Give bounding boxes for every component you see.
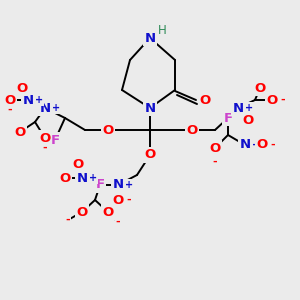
Text: N: N xyxy=(76,172,88,184)
Text: -: - xyxy=(127,195,131,205)
Text: O: O xyxy=(200,94,211,106)
Text: -: - xyxy=(43,143,47,153)
Text: O: O xyxy=(72,158,84,172)
Text: -: - xyxy=(8,105,12,115)
Text: H: H xyxy=(158,23,166,37)
Text: -: - xyxy=(213,157,217,167)
Text: O: O xyxy=(16,82,28,94)
Text: O: O xyxy=(4,94,16,106)
Text: F: F xyxy=(95,178,105,191)
Text: O: O xyxy=(266,94,278,106)
Text: O: O xyxy=(242,113,253,127)
Text: N: N xyxy=(144,101,156,115)
Text: F: F xyxy=(224,112,232,124)
Text: N: N xyxy=(232,101,244,115)
Text: O: O xyxy=(102,124,114,136)
Text: O: O xyxy=(256,139,268,152)
Text: -: - xyxy=(271,140,275,150)
Text: -: - xyxy=(116,217,120,227)
Text: O: O xyxy=(144,148,156,161)
Text: N: N xyxy=(39,101,51,115)
Text: N: N xyxy=(22,94,34,106)
Text: N: N xyxy=(144,32,156,44)
Text: +: + xyxy=(125,180,133,190)
Text: +: + xyxy=(52,103,60,113)
Text: F: F xyxy=(50,134,60,146)
Text: -: - xyxy=(66,215,70,225)
Text: O: O xyxy=(39,131,51,145)
Text: O: O xyxy=(14,125,26,139)
Text: O: O xyxy=(254,82,266,94)
Text: O: O xyxy=(59,172,70,184)
Text: O: O xyxy=(186,124,198,136)
Text: +: + xyxy=(89,173,97,183)
Text: O: O xyxy=(76,206,88,218)
Text: O: O xyxy=(209,142,220,154)
Text: +: + xyxy=(252,140,260,150)
Text: -: - xyxy=(281,95,285,105)
Text: +: + xyxy=(245,103,253,113)
Text: N: N xyxy=(112,178,124,191)
Text: +: + xyxy=(35,95,43,105)
Text: O: O xyxy=(112,194,124,206)
Text: N: N xyxy=(239,139,250,152)
Text: O: O xyxy=(102,206,114,218)
